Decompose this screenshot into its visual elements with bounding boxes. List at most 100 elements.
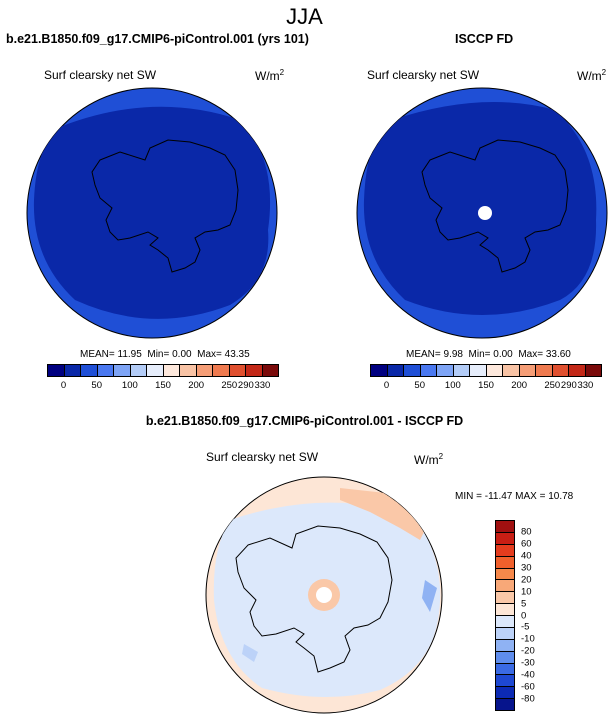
panel3-colorbar-tick-label: -5 [521,621,530,633]
panel3-variable: Surf clearsky net SW [206,450,319,464]
panel3-colorbar-tick-label: 20 [521,574,532,586]
panel1-colorbar-tick-label: 50 [91,380,102,391]
panel2-colorbar-swatch [470,365,487,376]
panel1-colorbar-tick-label: 290 [237,380,254,391]
panel1-map-inner-field [33,106,271,319]
panel3-negative-patch-southwest [242,644,258,662]
panel1-colorbar-swatch [229,365,246,376]
panel1-antarctica-coastline [91,139,239,273]
panel3-colorbar-swatch [496,544,514,557]
panel2-colorbar-swatch [437,365,454,376]
panel3-title: b.e21.B1850.f09_g17.CMIP6-piControl.001 … [145,414,464,428]
panel2-colorbar-tick-label: 330 [577,380,594,391]
panel1-colorbar-swatch [163,365,180,376]
panel3-colorbar-swatch [496,568,514,581]
panel2-antarctica-coastline [421,139,569,273]
panel2-colorbar-tick-label: 50 [414,380,425,391]
panel3-colorbar-tick-label: -80 [521,693,535,705]
panel3-colorbar-swatch [496,604,514,616]
panel1-colorbar-swatch [196,365,213,376]
panel1-colorbar-tick-label: 200 [188,380,205,391]
panel3-colorbar-swatch [496,532,514,545]
panel3-colorbar-swatch [496,639,514,652]
panel3-pole-ring [308,579,340,611]
panel1-colorbar-tick-label: 330 [254,380,271,391]
panel2-colorbar-swatch [503,365,520,376]
panel2-map-outer-ring [356,87,608,339]
panel2-map-inner-field [363,102,597,315]
panel1-colorbar-swatch [81,365,98,376]
panel3-colorbar-tick-label: 30 [521,562,532,574]
panel2-colorbar-tick-label: 200 [511,380,528,391]
panel3-colorbar-swatch [496,580,514,593]
panel3-colorbar-tick-label: -60 [521,681,535,693]
panel2-colorbar-tick-label: 250 [544,380,561,391]
panel1-colorbar-swatch [64,365,81,376]
panel3-colorbar-tick-label: 10 [521,586,532,598]
panel3-colorbar-swatch [496,687,514,700]
panel1-map-outer-ring [26,87,278,339]
panel3-colorbar-tick-label: -40 [521,669,535,681]
panel3-strong-negative-patch [422,580,437,612]
panel1-colorbar-swatch [147,365,164,376]
panel3-colorbar-swatch [496,592,514,605]
panel3-units: W/m2 [414,452,444,467]
panel2-colorbar-tick-label: 290 [560,380,577,391]
panel1-colorbar-swatch [262,365,278,376]
panel3-colorbar-tick-label: 40 [521,550,532,562]
panel3-colorbar-tick-label: -10 [521,633,535,645]
panel1-colorbar-tick-label: 150 [155,380,171,391]
panel2-colorbar-swatch [453,365,470,376]
panel3-antarctica-coastline [235,525,393,673]
panel2-colorbar-tick-label: 0 [383,380,390,391]
panel3-stats: MIN = -11.47 MAX = 10.78 [455,491,574,502]
panel1-colorbar-swatch [114,365,131,376]
panel2-colorbar-swatch [420,365,437,376]
panel3-colorbar [495,520,515,711]
panel1-colorbar-swatch [246,365,263,376]
panel1-colorbar-ticks: 0 50 100 150 200 250 290 330 [47,380,279,392]
panel1-colorbar-swatch [213,365,230,376]
panel3-colorbar-tick-label: 5 [521,598,527,610]
panel1-title: b.e21.B1850.f09_g17.CMIP6-piControl.001 … [6,32,309,46]
panel2-colorbar-swatch [585,365,601,376]
panel2-colorbar-ticks: 0 50 100 150 200 250 290 330 [370,380,602,392]
panel2-colorbar-swatch [371,365,388,376]
panel3-colorbar-swatch [496,521,514,533]
panel3-colorbar-tick-label: -20 [521,645,535,657]
panel2-title: ISCCP FD [455,32,514,46]
panel1-colorbar-tick-label: 0 [60,380,67,391]
panel3-map-background [205,476,443,714]
panel3-colorbar-swatch [496,675,514,688]
panel3-colorbar-swatch [496,616,514,628]
panel3-colorbar-tick-label: 80 [521,526,532,538]
panel2-stats: MEAN= 9.98 Min= 0.00 Max= 33.60 [406,349,571,360]
panel2-colorbar-swatch [536,365,553,376]
panel2-colorbar-swatch [519,365,536,376]
panel1-colorbar-swatch [130,365,147,376]
panel3-colorbar-swatch [496,651,514,664]
panel2-missing-data-pole [478,206,492,220]
panel1-units: W/m2 [255,68,285,83]
panel3-negative-anomaly-region [213,502,441,698]
panel1-colorbar-tick-label: 250 [221,380,238,391]
panel3-colorbar-swatch [496,699,514,710]
panel1-colorbar-swatch [48,365,65,376]
panel1-colorbar-swatch [180,365,197,376]
panel2-units: W/m2 [577,68,607,83]
season-title: JJA [286,4,323,29]
panel1-colorbar-tick-label: 100 [121,380,138,391]
panel3-colorbar-swatch [496,556,514,569]
panel3-colorbar-tick-label: 60 [521,538,532,550]
panel3-positive-anomaly-band-north [340,488,430,540]
panel2-colorbar-swatch [552,365,569,376]
panel3-colorbar-swatch [496,663,514,676]
panel1-stats: MEAN= 11.95 Min= 0.00 Max= 43.35 [80,349,250,360]
panel2-variable: Surf clearsky net SW [367,68,480,82]
panel2-colorbar-swatch [569,365,586,376]
panel1-colorbar-swatch [97,365,114,376]
panel1-colorbar [47,364,279,377]
panel3-colorbar-tick-label: -30 [521,657,535,669]
